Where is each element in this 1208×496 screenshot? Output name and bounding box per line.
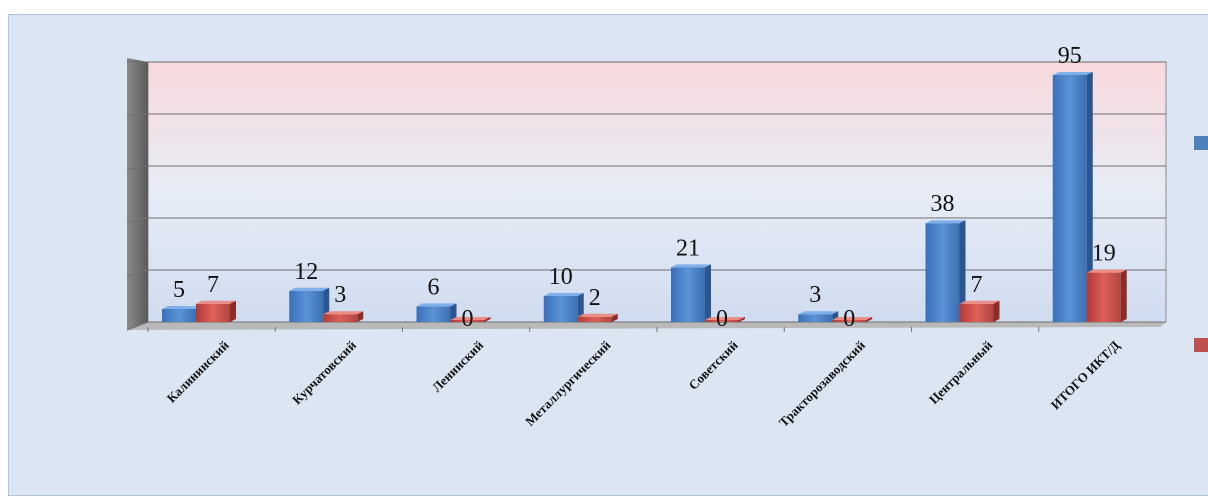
category-label-7: ИТОГО ИКТ/Д	[1048, 337, 1123, 412]
value-label-s2-c7: 19	[1092, 241, 1116, 267]
bar-s1-c2	[416, 306, 451, 322]
category-label-0: Калининский	[164, 337, 233, 406]
bar-side-s1-c2	[450, 303, 457, 322]
bar-top-s2-c1	[323, 311, 364, 315]
value-label-s2-c4: 0	[716, 306, 728, 332]
value-label-s2-c0: 7	[207, 272, 219, 298]
value-label-s1-c3: 10	[549, 264, 573, 290]
value-label-s1-c1: 12	[294, 259, 318, 285]
legend-marker-series-1	[1194, 136, 1208, 150]
bar-s2-c2	[450, 320, 485, 322]
bar-side-s2-c6	[993, 300, 1000, 322]
category-label-3: Металлургический	[522, 337, 614, 429]
bar-side-s1-c4	[705, 264, 711, 322]
gridline-side-4	[126, 113, 149, 117]
bar-top-s2-c4	[705, 317, 745, 320]
value-label-s1-c2: 6	[428, 274, 440, 300]
bar-top-s1-c0	[162, 306, 202, 309]
bar-s2-c1	[323, 314, 358, 322]
bar-side-s2-c4	[739, 317, 745, 322]
bar-top-s1-c5	[798, 311, 839, 315]
value-label-s2-c6: 7	[971, 272, 983, 298]
bar-s1-c7	[1052, 75, 1087, 322]
bar-top-s2-c6	[959, 300, 1000, 304]
bar-top-s2-c3	[577, 313, 618, 317]
value-label-s2-c1: 3	[334, 282, 346, 308]
bar-s2-c7	[1086, 272, 1121, 322]
bar-top-s1-c6	[925, 220, 966, 224]
category-label-1: Курчатовский	[289, 337, 359, 407]
value-label-s1-c0: 5	[173, 277, 185, 303]
bar-s2-c0	[196, 303, 230, 322]
bar-top-s1-c3	[543, 293, 584, 296]
bar-side-s1-c7	[1086, 72, 1093, 322]
legend-marker-series-2	[1194, 338, 1208, 352]
value-label-s1-c6: 38	[931, 191, 955, 217]
value-label-s2-c3: 2	[589, 285, 601, 311]
gridline-side-3	[126, 165, 149, 170]
bar-side-s1-c6	[959, 220, 966, 322]
value-label-s1-c7: 95	[1058, 43, 1082, 69]
bar-side-s2-c5	[866, 317, 873, 322]
category-label-4: Советский	[685, 337, 741, 393]
value-label-s2-c2: 0	[462, 306, 474, 332]
bar-top-s2-c2	[450, 317, 491, 320]
bar-top-s2-c0	[196, 300, 236, 304]
bar-side-s2-c1	[357, 311, 364, 322]
bar-side-s2-c2	[484, 317, 491, 322]
bar-s2-c4	[705, 320, 739, 322]
bar-s1-c0	[162, 309, 196, 322]
bar-top-s2-c7	[1086, 269, 1127, 273]
bar-s1-c5	[798, 314, 833, 322]
bar-side-s2-c3	[611, 313, 618, 322]
bar-s1-c1	[289, 290, 324, 322]
bar-s1-c6	[925, 223, 960, 322]
gridline-side-2	[126, 217, 149, 224]
bar-s1-c3	[543, 296, 578, 322]
gridline-side-1	[126, 269, 149, 277]
bar-top-s1-c2	[416, 303, 457, 307]
bar-top-s1-c4	[671, 264, 711, 268]
bar-s1-c4	[671, 267, 705, 322]
category-label-2: Ленинский	[429, 337, 487, 395]
bar-side-s2-c7	[1120, 269, 1127, 322]
value-label-s2-c5: 0	[843, 306, 855, 332]
bar-top-s1-c1	[289, 287, 330, 291]
bar-s2-c3	[577, 316, 612, 322]
plot-side-wall	[127, 58, 148, 330]
gridline-side-0	[126, 321, 149, 331]
bar-s2-c5	[832, 320, 867, 322]
value-label-s1-c4: 21	[676, 235, 700, 261]
value-label-s1-c5: 3	[809, 282, 821, 308]
category-label-6: Центральный	[926, 337, 996, 407]
bar-top-s2-c5	[832, 317, 873, 320]
category-label-5: Тракторозаводский	[776, 337, 869, 430]
plot-floor	[127, 322, 1166, 330]
bar-top-s1-c7	[1052, 72, 1093, 75]
bar-s2-c6	[959, 303, 994, 322]
bar-side-s2-c0	[230, 300, 236, 322]
